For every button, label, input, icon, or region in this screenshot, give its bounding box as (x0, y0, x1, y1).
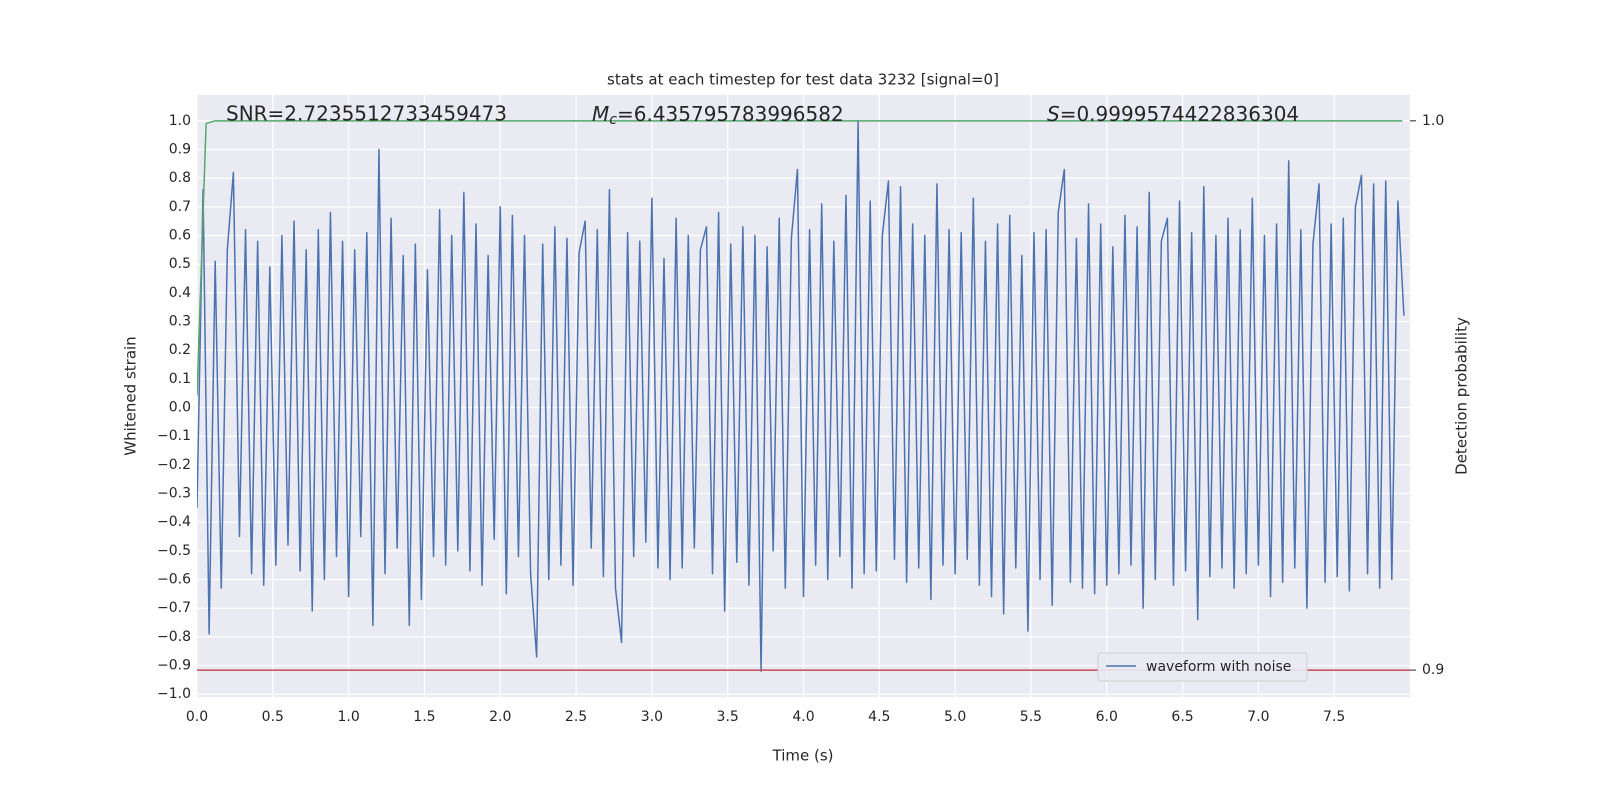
x-tick-label: 3.0 (641, 709, 663, 725)
y-tick-label: 0.1 (169, 371, 191, 387)
y-tick-label: −0.8 (157, 629, 191, 645)
y-axis-label: Whitened strain (122, 336, 140, 455)
x-tick-label: 1.5 (413, 709, 435, 725)
y-tick-label: 0.8 (169, 170, 191, 186)
y-tick-label: −0.2 (157, 457, 191, 473)
chart-title: stats at each timestep for test data 323… (607, 71, 999, 89)
y-tick-label: −0.9 (157, 657, 191, 673)
y-tick-label: −0.5 (157, 543, 191, 559)
x-tick-label: 4.5 (868, 709, 890, 725)
legend-box (1097, 652, 1308, 682)
x-tick-label: 0.5 (262, 709, 284, 725)
y-tick-label: 0.3 (169, 313, 191, 329)
x-tick-label: 7.0 (1247, 709, 1269, 725)
x-tick-label: 4.0 (792, 709, 814, 725)
y2-tick-label: 0.9 (1422, 662, 1444, 678)
y-tick-label: 0.9 (169, 141, 191, 157)
annotation-symbol: S (1047, 102, 1060, 126)
y-tick-label: 0.7 (169, 199, 191, 215)
x-tick-label: 2.0 (489, 709, 511, 725)
annotation-subscript: c (609, 112, 617, 128)
y-tick-label: 0.4 (169, 285, 191, 301)
annotation: S=0.9999574422836304 (1047, 102, 1299, 126)
y-tick-label: −0.3 (157, 485, 191, 501)
y-tick-label: −0.1 (157, 428, 191, 444)
y-tick-label: 0.5 (169, 256, 191, 272)
x-tick-label: 2.5 (565, 709, 587, 725)
series-line (197, 120, 1403, 396)
series-line (197, 120, 1405, 672)
x-tick-label: 5.0 (944, 709, 966, 725)
legend-label: waveform with noise (1146, 659, 1291, 675)
y-tick-label: 0.0 (169, 399, 191, 415)
x-tick-label: 3.5 (717, 709, 739, 725)
annotation: Mc=6.435795783996582 (592, 102, 844, 129)
x-tick-label: 1.0 (337, 709, 359, 725)
annotation: SNR=2.7235512733459473 (226, 102, 507, 126)
x-axis-label: Time (s) (772, 747, 834, 765)
x-tick-label: 0.0 (186, 709, 208, 725)
y-tick-label: −1.0 (157, 686, 191, 702)
y-tick-label: 0.6 (169, 227, 191, 243)
y2-tick-label: 1.0 (1422, 113, 1444, 129)
x-tick-label: 7.5 (1323, 709, 1345, 725)
y-tick-label: 0.2 (169, 342, 191, 358)
annotation-symbol: M (592, 102, 609, 126)
x-tick-label: 6.5 (1171, 709, 1193, 725)
y-tick-label: −0.7 (157, 600, 191, 616)
y-tick-label: −0.4 (157, 514, 191, 530)
y2-axis-label: Detection probability (1453, 317, 1471, 475)
annotation-text: =6.435795783996582 (617, 102, 844, 126)
x-tick-label: 6.0 (1096, 709, 1118, 725)
y-tick-label: 1.0 (169, 113, 191, 129)
x-tick-label: 5.5 (1020, 709, 1042, 725)
y-tick-label: −0.6 (157, 571, 191, 587)
annotation-text: =0.9999574422836304 (1060, 102, 1299, 126)
